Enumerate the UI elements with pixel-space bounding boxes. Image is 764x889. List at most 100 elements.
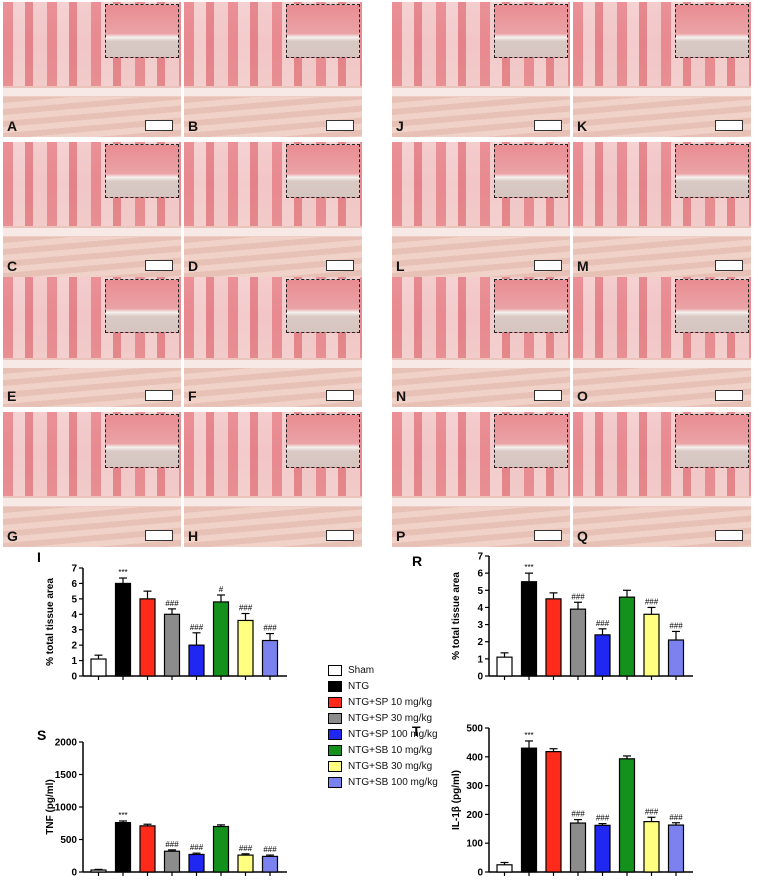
scale-bar — [534, 530, 562, 541]
micrograph-panel: N — [392, 277, 570, 407]
legend-item: Sham — [328, 662, 438, 678]
significance-label: *** — [524, 731, 533, 740]
y-tick-label: 1 — [71, 656, 77, 667]
magnified-inset — [105, 144, 179, 198]
micrograph-panel: B — [184, 2, 362, 137]
legend-item: NTG — [328, 678, 438, 694]
bar — [545, 598, 562, 677]
significance-label: ### — [190, 623, 204, 632]
scale-bar — [715, 260, 743, 271]
y-tick-label: 2 — [477, 637, 483, 648]
micrograph-panel: C — [3, 142, 181, 277]
magnified-inset — [494, 144, 568, 198]
y-tick-label: 0 — [477, 672, 483, 683]
micrograph-panel: F — [184, 277, 362, 407]
legend-label: NTG+SB 10 mg/kg — [348, 744, 433, 756]
significance-label: ### — [645, 597, 659, 606]
panel-letter: B — [188, 118, 199, 134]
magnified-inset — [105, 4, 179, 58]
scale-bar — [534, 260, 562, 271]
y-tick-label: 0 — [71, 672, 77, 683]
legend-swatch — [328, 744, 342, 756]
y-tick-label: 100 — [466, 839, 483, 850]
bar — [188, 644, 205, 677]
y-tick-label: 6 — [477, 569, 483, 580]
magnified-inset — [286, 144, 360, 198]
bar — [667, 639, 685, 677]
scale-bar — [534, 120, 562, 131]
magnified-inset — [105, 414, 179, 468]
panel-letter: D — [188, 258, 199, 274]
micrograph-panel: Q — [573, 412, 751, 547]
panel-letter: O — [577, 388, 588, 404]
legend-swatch — [328, 712, 342, 724]
bar — [237, 854, 254, 873]
significance-label: ### — [239, 604, 253, 613]
panel-letter: R — [412, 553, 422, 569]
y-axis-label: % total tissue area — [451, 572, 462, 660]
y-tick-label: 500 — [60, 835, 77, 846]
y-tick-label: 2 — [71, 641, 77, 652]
y-axis-label: TNF (pg/ml) — [45, 779, 56, 835]
scale-bar — [145, 530, 173, 541]
panel-letter: L — [396, 258, 405, 274]
bar — [237, 619, 254, 677]
panel-letter: M — [577, 258, 589, 274]
y-tick-label: 300 — [466, 781, 483, 792]
y-tick-label: 7 — [71, 564, 77, 575]
significance-label: ### — [645, 807, 659, 816]
bar — [163, 850, 181, 873]
panel-letter: Q — [577, 528, 588, 544]
bar — [667, 824, 685, 873]
legend-item: NTG+SP 30 mg/kg — [328, 710, 438, 726]
panel-letter: T — [412, 723, 421, 739]
panel-letter: S — [37, 727, 46, 743]
bar — [594, 824, 611, 873]
panel-letter: K — [577, 118, 588, 134]
legend-item: NTG+SB 100 mg/kg — [328, 774, 438, 790]
bar — [496, 864, 513, 873]
legend-swatch — [328, 760, 342, 772]
legend-label: NTG+SP 30 mg/kg — [348, 712, 433, 724]
micrograph-panel: H — [184, 412, 362, 547]
y-tick-label: 6 — [71, 579, 77, 590]
panel-letter: P — [396, 528, 406, 544]
y-tick-label: 4 — [71, 610, 77, 621]
bar — [212, 825, 230, 873]
magnified-inset — [286, 279, 360, 333]
panel-letter: J — [396, 118, 404, 134]
bar — [261, 639, 279, 677]
scale-bar — [145, 260, 173, 271]
chart-panel-S: S 0 500 1000 1500 2000 TNF (pg/ml) *** ### ### ###… — [37, 727, 287, 879]
y-tick-label: 1 — [477, 654, 483, 665]
micrograph-panel: G — [3, 412, 181, 547]
micrograph-panel: P — [392, 412, 570, 547]
magnified-inset — [494, 4, 568, 58]
y-tick-label: 400 — [466, 752, 483, 763]
significance-label: *** — [118, 568, 127, 577]
micrograph-panel: E — [3, 277, 181, 407]
panel-letter: I — [37, 549, 41, 565]
y-tick-label: 7 — [477, 552, 483, 563]
bar — [520, 581, 538, 677]
significance-label: ### — [165, 599, 179, 608]
legend-item: NTG+SB 30 mg/kg — [328, 758, 438, 774]
y-tick-label: 0 — [71, 868, 77, 879]
scale-bar — [534, 390, 562, 401]
significance-label: ### — [571, 592, 585, 601]
bar — [520, 747, 538, 873]
magnified-inset — [494, 414, 568, 468]
panel-letter: H — [188, 528, 199, 544]
legend-label: NTG — [348, 680, 370, 692]
panel-letter: A — [7, 118, 18, 134]
bar — [569, 608, 587, 677]
panel-letter: N — [396, 388, 407, 404]
y-tick-label: 3 — [477, 620, 483, 631]
y-tick-label: 200 — [466, 810, 483, 821]
scale-bar — [326, 120, 354, 131]
micrograph-panel: A — [3, 2, 181, 137]
y-tick-label: 3 — [71, 625, 77, 636]
bar — [594, 634, 611, 677]
magnified-inset — [675, 279, 749, 333]
